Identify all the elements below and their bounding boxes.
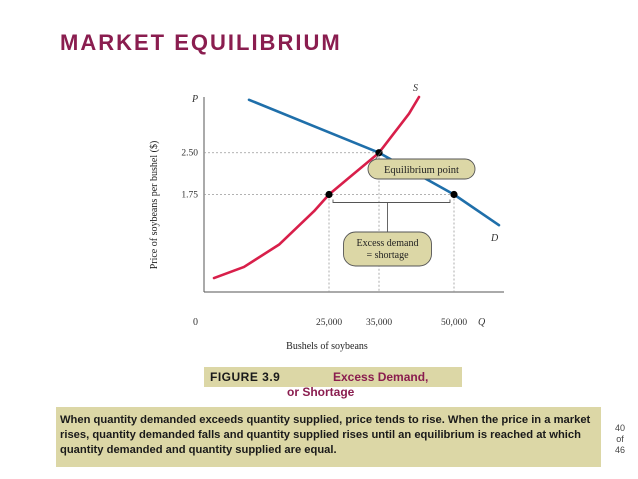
y-tick-label-0: 2.50 bbox=[181, 149, 198, 159]
x-tick-label-2: 50,000 bbox=[441, 318, 467, 328]
data-point-2 bbox=[450, 190, 458, 199]
figure-caption-line-1: Excess Demand, bbox=[333, 370, 429, 384]
slide-title: MARKET EQUILIBRIUM bbox=[60, 30, 342, 55]
chart-labels: S D Equilibrium point Excess demand= shorta… bbox=[332, 83, 499, 267]
series-label-s: S bbox=[413, 83, 418, 94]
page-number: 40 of 46 bbox=[608, 423, 632, 456]
series-label-d: D bbox=[490, 233, 499, 244]
y-tick-label-1: 1.75 bbox=[181, 191, 198, 201]
equilibrium-callout-text: Equilibrium point bbox=[384, 165, 459, 176]
data-point-1 bbox=[375, 149, 383, 157]
page-of-label: of bbox=[616, 434, 624, 444]
origin-label: 0 bbox=[193, 317, 198, 328]
excess-demand-text-0: Excess demand bbox=[357, 238, 419, 249]
equilibrium-callout-box bbox=[367, 158, 476, 180]
y-axis-label: Price of soybeans per bushel ($) bbox=[149, 141, 160, 270]
excess-demand-callout-box bbox=[343, 231, 432, 267]
series-line-s bbox=[212, 95, 421, 280]
x-tick-label-0: 25,000 bbox=[316, 318, 342, 328]
chart-points bbox=[325, 149, 458, 199]
excess-demand-text-1: = shortage bbox=[366, 250, 409, 261]
x-tick-label-1: 35,000 bbox=[366, 318, 392, 328]
description-background bbox=[56, 407, 601, 467]
y-axis-symbol: P bbox=[191, 94, 198, 105]
figure-caption-background bbox=[204, 367, 462, 387]
data-point-0 bbox=[325, 190, 333, 199]
excess-demand-bracket bbox=[332, 199, 451, 203]
x-axis-symbol: Q bbox=[478, 317, 486, 328]
x-axis-label: Bushels of soybeans bbox=[286, 341, 368, 352]
figure-number: FIGURE 3.9 bbox=[210, 370, 281, 384]
description-text: When quantity demanded exceeds quantity … bbox=[60, 414, 591, 456]
figure-caption-line-2: or Shortage bbox=[287, 385, 355, 399]
page-total: 46 bbox=[614, 445, 625, 455]
page-current: 40 bbox=[614, 423, 625, 433]
